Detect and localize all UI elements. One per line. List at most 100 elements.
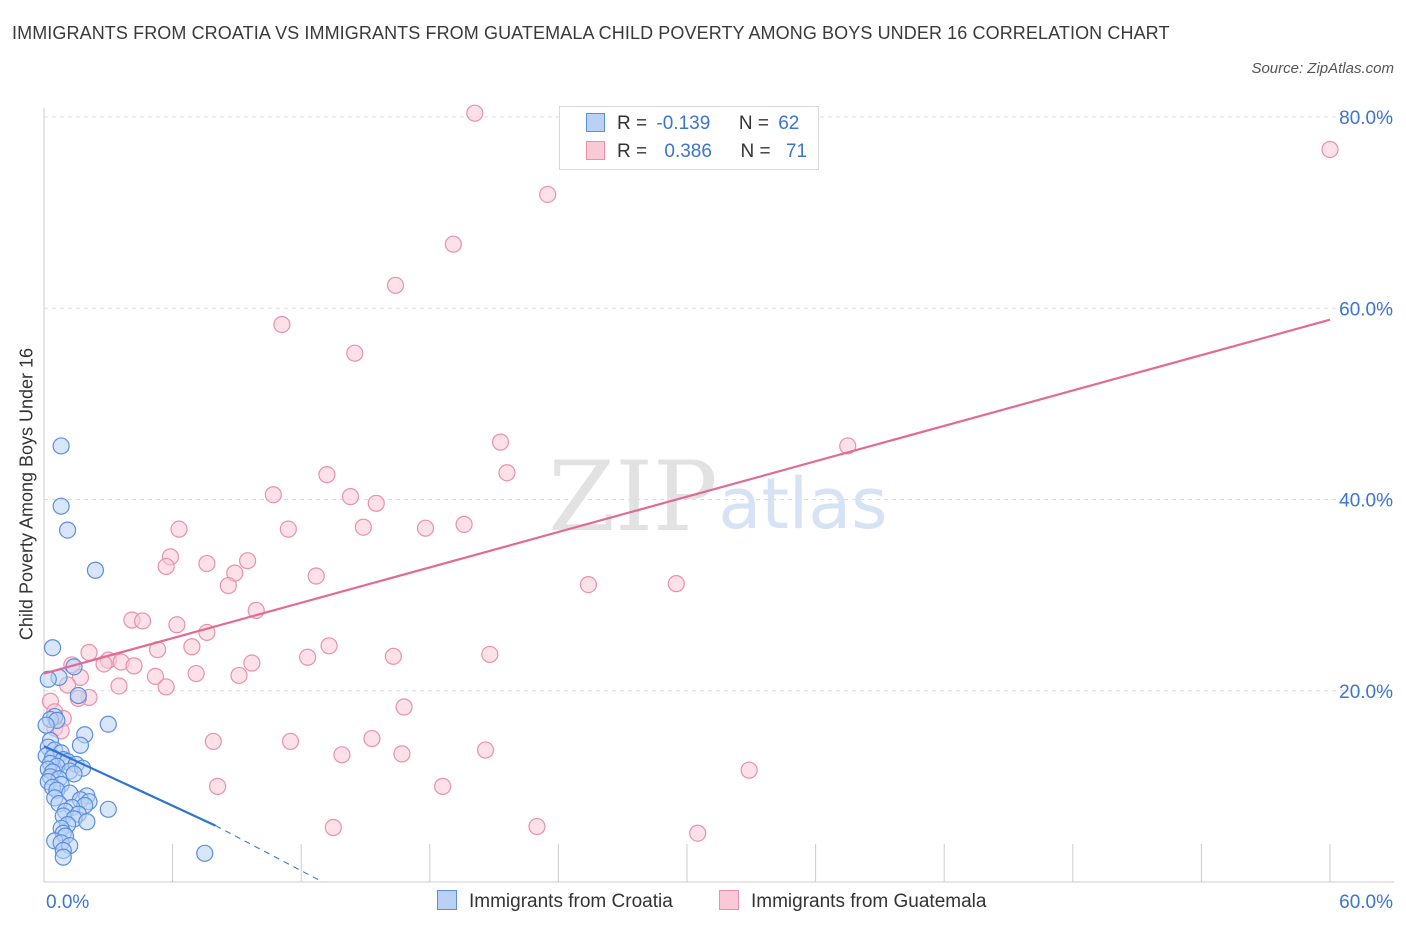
guatemala-point <box>393 745 411 763</box>
guatemala-point <box>243 654 261 672</box>
y-tick-label: 80.0% <box>1339 108 1393 129</box>
guatemala-point <box>579 576 598 594</box>
stats-legend-croatia: R = -0.139 N = 62 <box>586 112 799 136</box>
guatemala-point <box>839 437 857 455</box>
guatemala-point <box>476 741 495 759</box>
watermark-atlas: atlas <box>718 463 887 545</box>
guatemala-point <box>157 678 175 696</box>
guatemala-point <box>168 616 186 634</box>
croatia-point <box>71 736 90 754</box>
croatia-legend-label: Immigrants from Croatia <box>469 891 673 912</box>
guatemala-point <box>324 818 342 837</box>
guatemala-point <box>395 698 413 716</box>
guatemala-point <box>455 515 473 533</box>
series-croatia-points <box>37 437 214 866</box>
guatemala-point <box>320 637 338 655</box>
croatia-point <box>37 716 55 734</box>
guatemala-point <box>110 677 128 695</box>
croatia-trend-line <box>43 745 216 827</box>
guatemala-trend-line <box>43 318 1331 675</box>
y-tick-label: 60.0% <box>1339 299 1393 320</box>
guatemala-point <box>491 433 510 451</box>
guatemala-point <box>273 315 291 334</box>
x-tick-label: 0.0% <box>46 892 89 913</box>
guatemala-point <box>667 575 685 593</box>
watermark-zip: ZIP <box>548 441 717 553</box>
source-credit: Source: ZipAtlas.com <box>1251 60 1394 77</box>
guatemala-point <box>279 520 297 538</box>
croatia-point <box>99 800 117 818</box>
guatemala-point <box>434 777 452 795</box>
guatemala-point <box>386 276 405 294</box>
croatia-point <box>58 521 77 539</box>
guatemala-point <box>209 777 227 795</box>
guatemala-point <box>444 235 462 253</box>
croatia-point <box>52 437 70 455</box>
n-value: 71 <box>785 141 808 162</box>
guatemala-point <box>281 732 300 751</box>
guatemala-point <box>318 466 336 484</box>
croatia-swatch <box>586 113 605 132</box>
watermark: ZIP atlas <box>548 441 887 553</box>
guatemala-point <box>170 520 188 538</box>
guatemala-point <box>146 667 165 686</box>
guatemala-point <box>363 729 381 748</box>
guatemala-point <box>740 761 758 779</box>
y-tick-label: 20.0% <box>1339 682 1393 703</box>
croatia-point <box>54 848 72 866</box>
legend-item-guatemala[interactable]: Immigrants from Guatemala <box>719 889 986 915</box>
n-label: N = <box>738 113 769 134</box>
y-tick-label: 40.0% <box>1339 491 1393 512</box>
chart-title: IMMIGRANTS FROM CROATIA VS IMMIGRANTS FR… <box>12 23 1170 43</box>
guatemala-point <box>333 746 351 764</box>
guatemala-point <box>354 518 372 536</box>
axes <box>43 108 1394 883</box>
croatia-point <box>196 844 214 862</box>
croatia-point <box>65 765 83 783</box>
croatia-point <box>69 686 87 705</box>
croatia-point <box>99 715 117 733</box>
guatemala-point <box>80 643 98 662</box>
guatemala-point <box>346 344 364 362</box>
guatemala-point <box>307 567 325 585</box>
r-label: R = <box>617 113 648 134</box>
guatemala-point <box>689 824 707 842</box>
guatemala-point <box>230 666 248 685</box>
guatemala-point <box>133 612 152 630</box>
r-value: -0.139 <box>656 113 711 134</box>
r-value: 0.386 <box>664 141 712 162</box>
guatemala-point <box>466 104 484 122</box>
croatia-trend-extension <box>215 825 323 883</box>
guatemala-point <box>157 557 175 576</box>
guatemala-point <box>416 519 435 537</box>
guatemala-point <box>183 638 201 656</box>
guatemala-point <box>1321 140 1339 159</box>
stats-legend: R = -0.139 N = 62 R = 0.386 N = 71 <box>559 106 819 170</box>
tick-labels: 20.0% 40.0% 60.0% 80.0% 0.0% 60.0% <box>46 108 1393 913</box>
guatemala-point <box>367 494 385 512</box>
trend-lines <box>43 318 1331 883</box>
croatia-point <box>78 813 96 831</box>
legend-item-croatia[interactable]: Immigrants from Croatia <box>437 889 673 915</box>
x-tick-label: 60.0% <box>1339 892 1393 913</box>
guatemala-point <box>384 647 402 665</box>
guatemala-point <box>528 817 546 836</box>
y-axis-label: Child Poverty Among Boys Under 16 <box>16 347 37 641</box>
guatemala-point <box>299 648 317 666</box>
croatia-legend-swatch <box>437 890 457 910</box>
gridlines <box>44 116 1394 692</box>
guatemala-point <box>539 185 557 204</box>
guatemala-point <box>239 552 257 570</box>
croatia-point <box>43 639 62 657</box>
croatia-point <box>86 561 105 579</box>
croatia-point <box>39 670 57 688</box>
guatemala-point <box>341 488 360 506</box>
guatemala-point <box>125 657 143 675</box>
guatemala-legend-swatch <box>719 890 739 910</box>
guatemala-point <box>264 486 282 504</box>
guatemala-point <box>498 464 516 482</box>
n-value: 62 <box>778 113 800 134</box>
r-label: R = <box>617 141 648 162</box>
guatemala-point <box>481 645 499 664</box>
